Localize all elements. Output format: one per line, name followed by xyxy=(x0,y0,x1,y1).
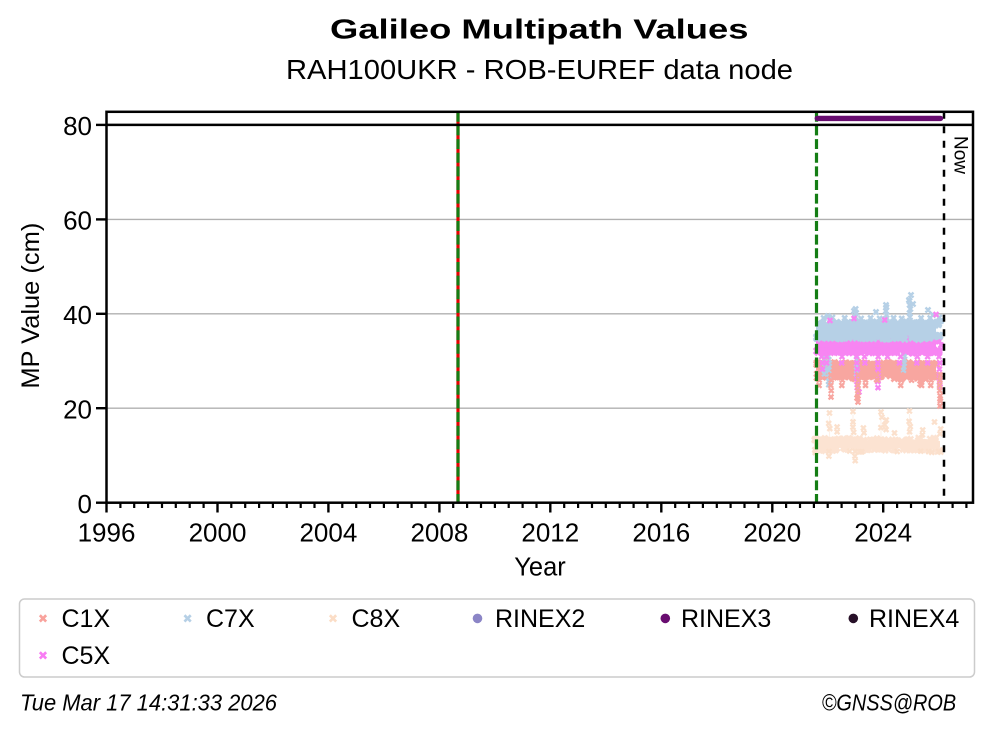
svg-text:C7X: C7X xyxy=(206,605,255,633)
svg-text:1996: 1996 xyxy=(78,517,136,547)
svg-text:RINEX4: RINEX4 xyxy=(869,605,959,633)
svg-text:MP Value (cm): MP Value (cm) xyxy=(17,223,45,389)
svg-text:RINEX2: RINEX2 xyxy=(495,605,585,633)
svg-text:C8X: C8X xyxy=(352,605,401,633)
svg-text:0: 0 xyxy=(78,489,92,519)
svg-text:Tue Mar 17 14:31:33 2026: Tue Mar 17 14:31:33 2026 xyxy=(20,690,277,716)
svg-text:Now: Now xyxy=(950,136,971,174)
svg-text:2000: 2000 xyxy=(189,517,247,547)
svg-text:40: 40 xyxy=(63,300,92,330)
svg-text:C1X: C1X xyxy=(62,605,111,633)
svg-text:2012: 2012 xyxy=(521,517,579,547)
svg-text:2016: 2016 xyxy=(632,517,690,547)
svg-text:2024: 2024 xyxy=(854,517,912,547)
svg-text:RINEX3: RINEX3 xyxy=(681,605,771,633)
svg-text:20: 20 xyxy=(63,394,92,424)
svg-text:©GNSS@ROB: ©GNSS@ROB xyxy=(822,690,957,716)
svg-text:2004: 2004 xyxy=(299,517,357,547)
svg-text:RAH100UKR - ROB-EUREF data nod: RAH100UKR - ROB-EUREF data node xyxy=(286,54,793,85)
svg-text:60: 60 xyxy=(63,206,92,236)
svg-text:2008: 2008 xyxy=(410,517,468,547)
svg-text:C5X: C5X xyxy=(62,642,111,670)
svg-text:Year: Year xyxy=(514,554,566,582)
svg-text:Galileo Multipath Values: Galileo Multipath Values xyxy=(330,14,749,45)
svg-text:80: 80 xyxy=(63,111,92,141)
svg-text:2020: 2020 xyxy=(743,517,801,547)
